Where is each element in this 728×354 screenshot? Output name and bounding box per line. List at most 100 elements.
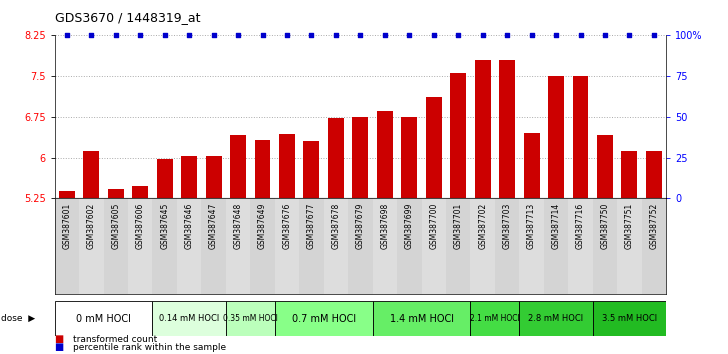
Text: GSM387602: GSM387602: [87, 203, 96, 249]
Text: GSM387714: GSM387714: [552, 203, 561, 249]
Point: [452, 33, 464, 38]
Point: [135, 33, 146, 38]
Point: [257, 33, 269, 38]
Bar: [475, 60, 491, 198]
Bar: [373, 301, 470, 336]
Text: 0.14 mM HOCl: 0.14 mM HOCl: [159, 314, 219, 323]
Point: [502, 33, 513, 38]
Bar: [152, 198, 177, 294]
Bar: [646, 151, 662, 198]
Bar: [230, 135, 246, 198]
Bar: [279, 134, 295, 198]
Bar: [593, 198, 617, 294]
Text: GSM387699: GSM387699: [405, 203, 414, 250]
Text: GSM387679: GSM387679: [356, 203, 365, 250]
Point: [599, 33, 611, 38]
Point: [183, 33, 195, 38]
Bar: [132, 186, 149, 198]
Point: [428, 33, 440, 38]
Bar: [519, 198, 544, 294]
Text: GSM387703: GSM387703: [502, 203, 512, 250]
Point: [232, 33, 244, 38]
Bar: [593, 301, 666, 336]
Bar: [299, 198, 324, 294]
Text: GSM387645: GSM387645: [160, 203, 169, 250]
Point: [403, 33, 415, 38]
Text: GSM387677: GSM387677: [307, 203, 316, 250]
Text: GSM387701: GSM387701: [454, 203, 463, 249]
Point: [159, 33, 170, 38]
Text: ■: ■: [55, 342, 64, 352]
Bar: [83, 151, 99, 198]
Text: 1.4 mM HOCl: 1.4 mM HOCl: [389, 314, 454, 324]
Bar: [274, 301, 373, 336]
Text: GSM387750: GSM387750: [601, 203, 609, 250]
Text: GSM387716: GSM387716: [576, 203, 585, 249]
Bar: [152, 301, 226, 336]
Point: [281, 33, 293, 38]
Text: GSM387649: GSM387649: [258, 203, 267, 250]
Bar: [426, 97, 442, 198]
Point: [110, 33, 122, 38]
Point: [574, 33, 586, 38]
Bar: [519, 301, 593, 336]
Point: [85, 33, 97, 38]
Point: [550, 33, 562, 38]
Text: percentile rank within the sample: percentile rank within the sample: [73, 343, 226, 352]
Bar: [450, 73, 466, 198]
Bar: [55, 198, 79, 294]
Bar: [128, 198, 152, 294]
Bar: [202, 198, 226, 294]
Bar: [348, 198, 373, 294]
Text: ■: ■: [55, 334, 64, 344]
Text: GSM387678: GSM387678: [331, 203, 341, 249]
Text: GSM387676: GSM387676: [282, 203, 291, 250]
Bar: [255, 140, 271, 198]
Text: GSM387605: GSM387605: [111, 203, 120, 250]
Text: 2.1 mM HOCl: 2.1 mM HOCl: [470, 314, 520, 323]
Bar: [79, 198, 103, 294]
Bar: [641, 198, 666, 294]
Bar: [401, 117, 417, 198]
Bar: [226, 198, 250, 294]
Bar: [569, 198, 593, 294]
Text: transformed count: transformed count: [73, 335, 157, 344]
Text: dose  ▶: dose ▶: [1, 314, 36, 323]
Bar: [422, 198, 446, 294]
Bar: [304, 141, 320, 198]
Bar: [523, 133, 539, 198]
Bar: [617, 198, 641, 294]
Bar: [548, 76, 564, 198]
Bar: [499, 60, 515, 198]
Bar: [470, 198, 495, 294]
Text: GSM387752: GSM387752: [649, 203, 658, 249]
Bar: [373, 198, 397, 294]
Text: 0 mM HOCl: 0 mM HOCl: [76, 314, 131, 324]
Bar: [328, 118, 344, 198]
Text: GSM387647: GSM387647: [209, 203, 218, 250]
Point: [477, 33, 488, 38]
Bar: [103, 198, 128, 294]
Bar: [622, 151, 638, 198]
Point: [648, 33, 660, 38]
Text: 2.8 mM HOCl: 2.8 mM HOCl: [529, 314, 584, 323]
Point: [306, 33, 317, 38]
Bar: [495, 198, 519, 294]
Bar: [572, 76, 588, 198]
Bar: [177, 198, 202, 294]
Bar: [157, 159, 173, 198]
Bar: [59, 191, 75, 198]
Bar: [250, 198, 274, 294]
Bar: [226, 301, 274, 336]
Bar: [377, 112, 393, 198]
Bar: [446, 198, 470, 294]
Bar: [544, 198, 569, 294]
Bar: [324, 198, 348, 294]
Text: GSM387648: GSM387648: [234, 203, 242, 249]
Bar: [181, 156, 197, 198]
Text: GSM387702: GSM387702: [478, 203, 487, 249]
Text: 3.5 mM HOCl: 3.5 mM HOCl: [602, 314, 657, 323]
Bar: [470, 301, 519, 336]
Bar: [352, 117, 368, 198]
Bar: [274, 198, 299, 294]
